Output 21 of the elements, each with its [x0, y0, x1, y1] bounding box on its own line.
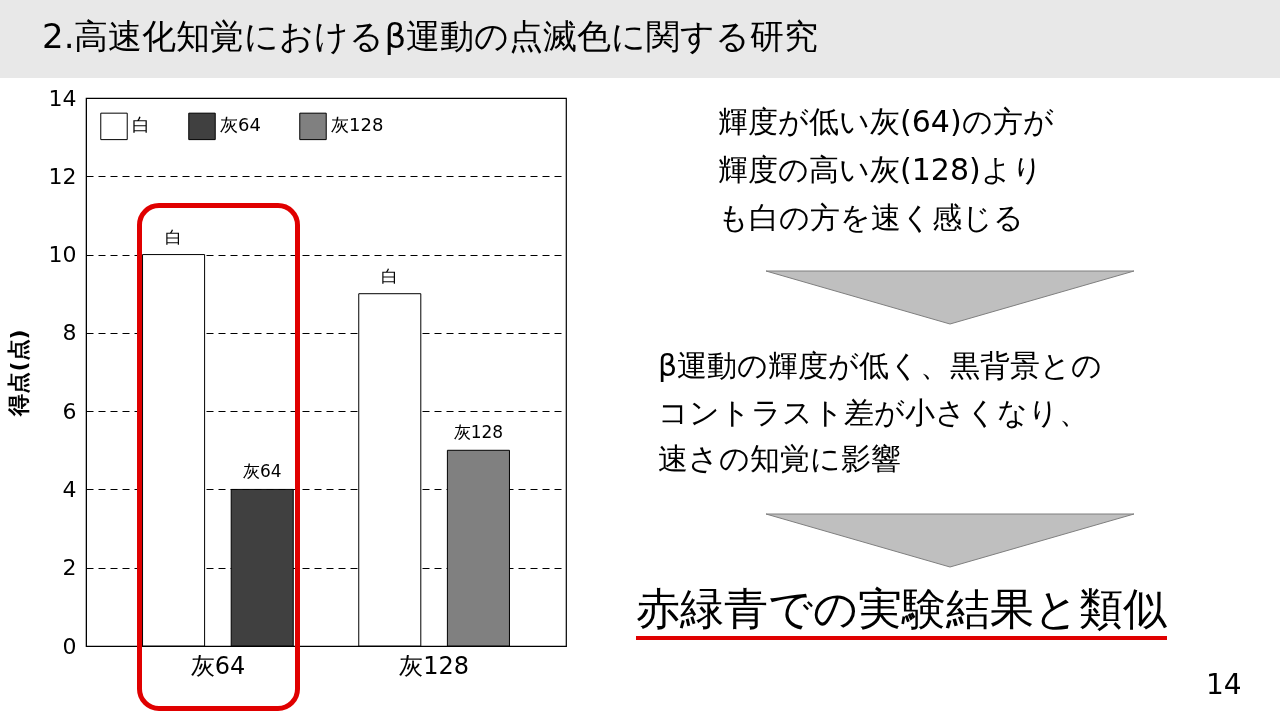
y-axis-title: 得点(点)	[5, 329, 31, 417]
y-tick-label: 10	[48, 242, 77, 268]
text: 14	[1206, 668, 1242, 702]
y-tick-label: 6	[62, 398, 77, 424]
legend-label: 白	[132, 114, 150, 136]
text: 白	[165, 226, 183, 247]
text: 赤緑青での実験結果と類似	[636, 583, 1167, 640]
legend-label: 灰64	[220, 114, 261, 136]
text: 白	[381, 265, 399, 286]
y-tick-label: 0	[62, 633, 77, 659]
y-tick-label: 4	[62, 476, 77, 502]
text: 輝度が低い灰(64)の方が輝度の高い灰(128)よりも白の方を速く感じる	[718, 103, 1055, 237]
y-tick-label: 12	[48, 163, 77, 189]
text: β運動の輝度が低く、黒背景とのコントラスト差が小さくなり、速さの知覚に影響	[658, 347, 1103, 478]
text: 灰128	[453, 422, 504, 443]
text: 灰64	[242, 461, 282, 482]
chart-title: 2.高速化知覚におけるβ運動の点滅色に関する研究	[42, 15, 819, 58]
legend-label: 灰128	[331, 114, 384, 136]
y-tick-label: 8	[62, 320, 77, 346]
y-tick-label: 2	[62, 555, 77, 581]
y-tick-label: 14	[48, 85, 77, 111]
